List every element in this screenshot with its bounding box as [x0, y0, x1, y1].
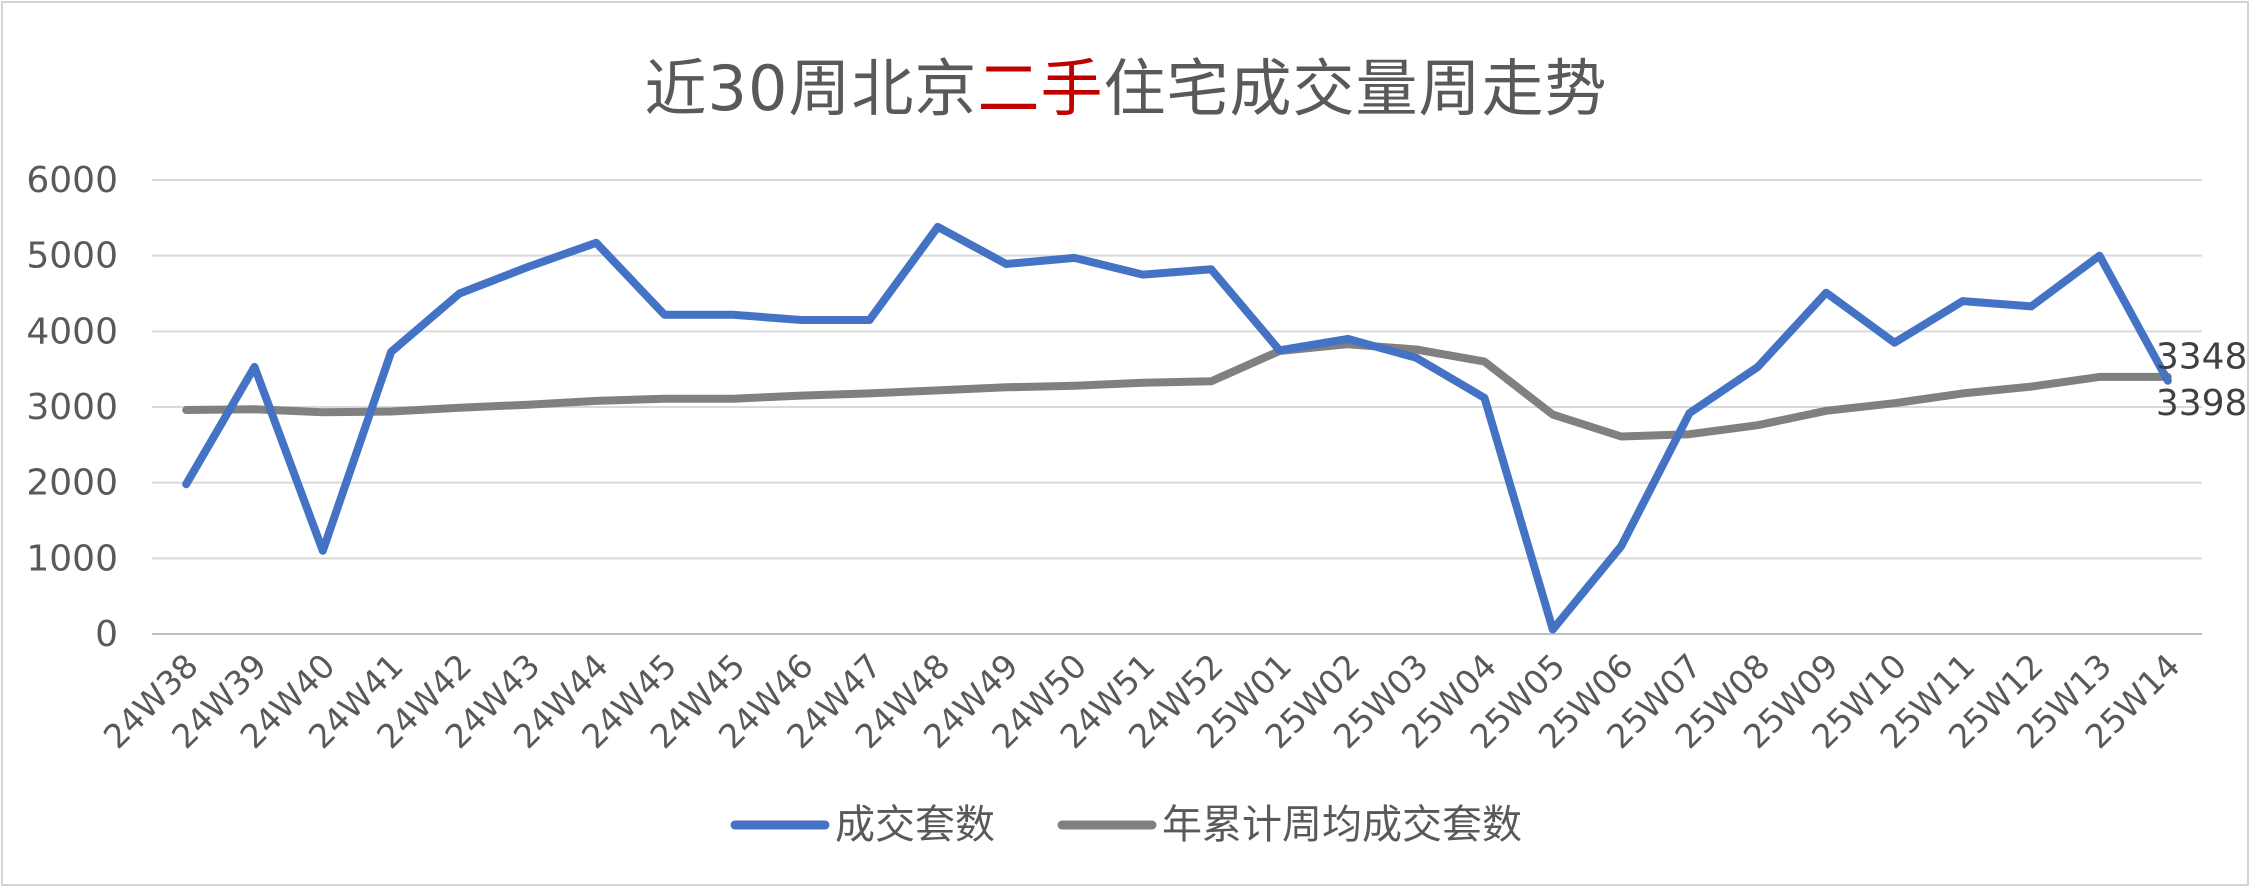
data-label-series1-last: 3348 [2156, 337, 2248, 378]
series-lines [182, 222, 2172, 634]
y-tick-label: 5000 [26, 236, 118, 277]
legend: 成交套数 年累计周均成交套数 [730, 802, 1522, 848]
y-tick-label: 1000 [26, 538, 118, 579]
series-line-2 [182, 340, 2172, 441]
data-label-series2-last: 3398 [2156, 383, 2248, 424]
x-axis-ticks: 24W3824W3924W4024W4124W4224W4324W4424W45… [96, 646, 2188, 756]
legend-label-series1: 成交套数 [835, 802, 995, 848]
y-tick-label: 0 [95, 614, 118, 655]
y-tick-label: 3000 [26, 387, 118, 428]
chart-title: 近30周北京二手住宅成交量周走势 [0, 38, 2252, 128]
y-tick-label: 6000 [26, 160, 118, 201]
y-tick-label: 2000 [26, 463, 118, 504]
y-tick-label: 4000 [26, 311, 118, 352]
legend-label-series2: 年累计周均成交套数 [1162, 802, 1522, 848]
title-part1: 近30周北京 [644, 52, 978, 125]
y-axis-ticks: 0 1000 2000 3000 4000 5000 6000 [26, 160, 118, 655]
data-labels: 3348 3398 [2156, 337, 2248, 424]
title-accent: 二手 [977, 52, 1104, 125]
series-line-1 [182, 222, 2172, 634]
title-part2: 住宅成交量周走势 [1103, 52, 1608, 125]
